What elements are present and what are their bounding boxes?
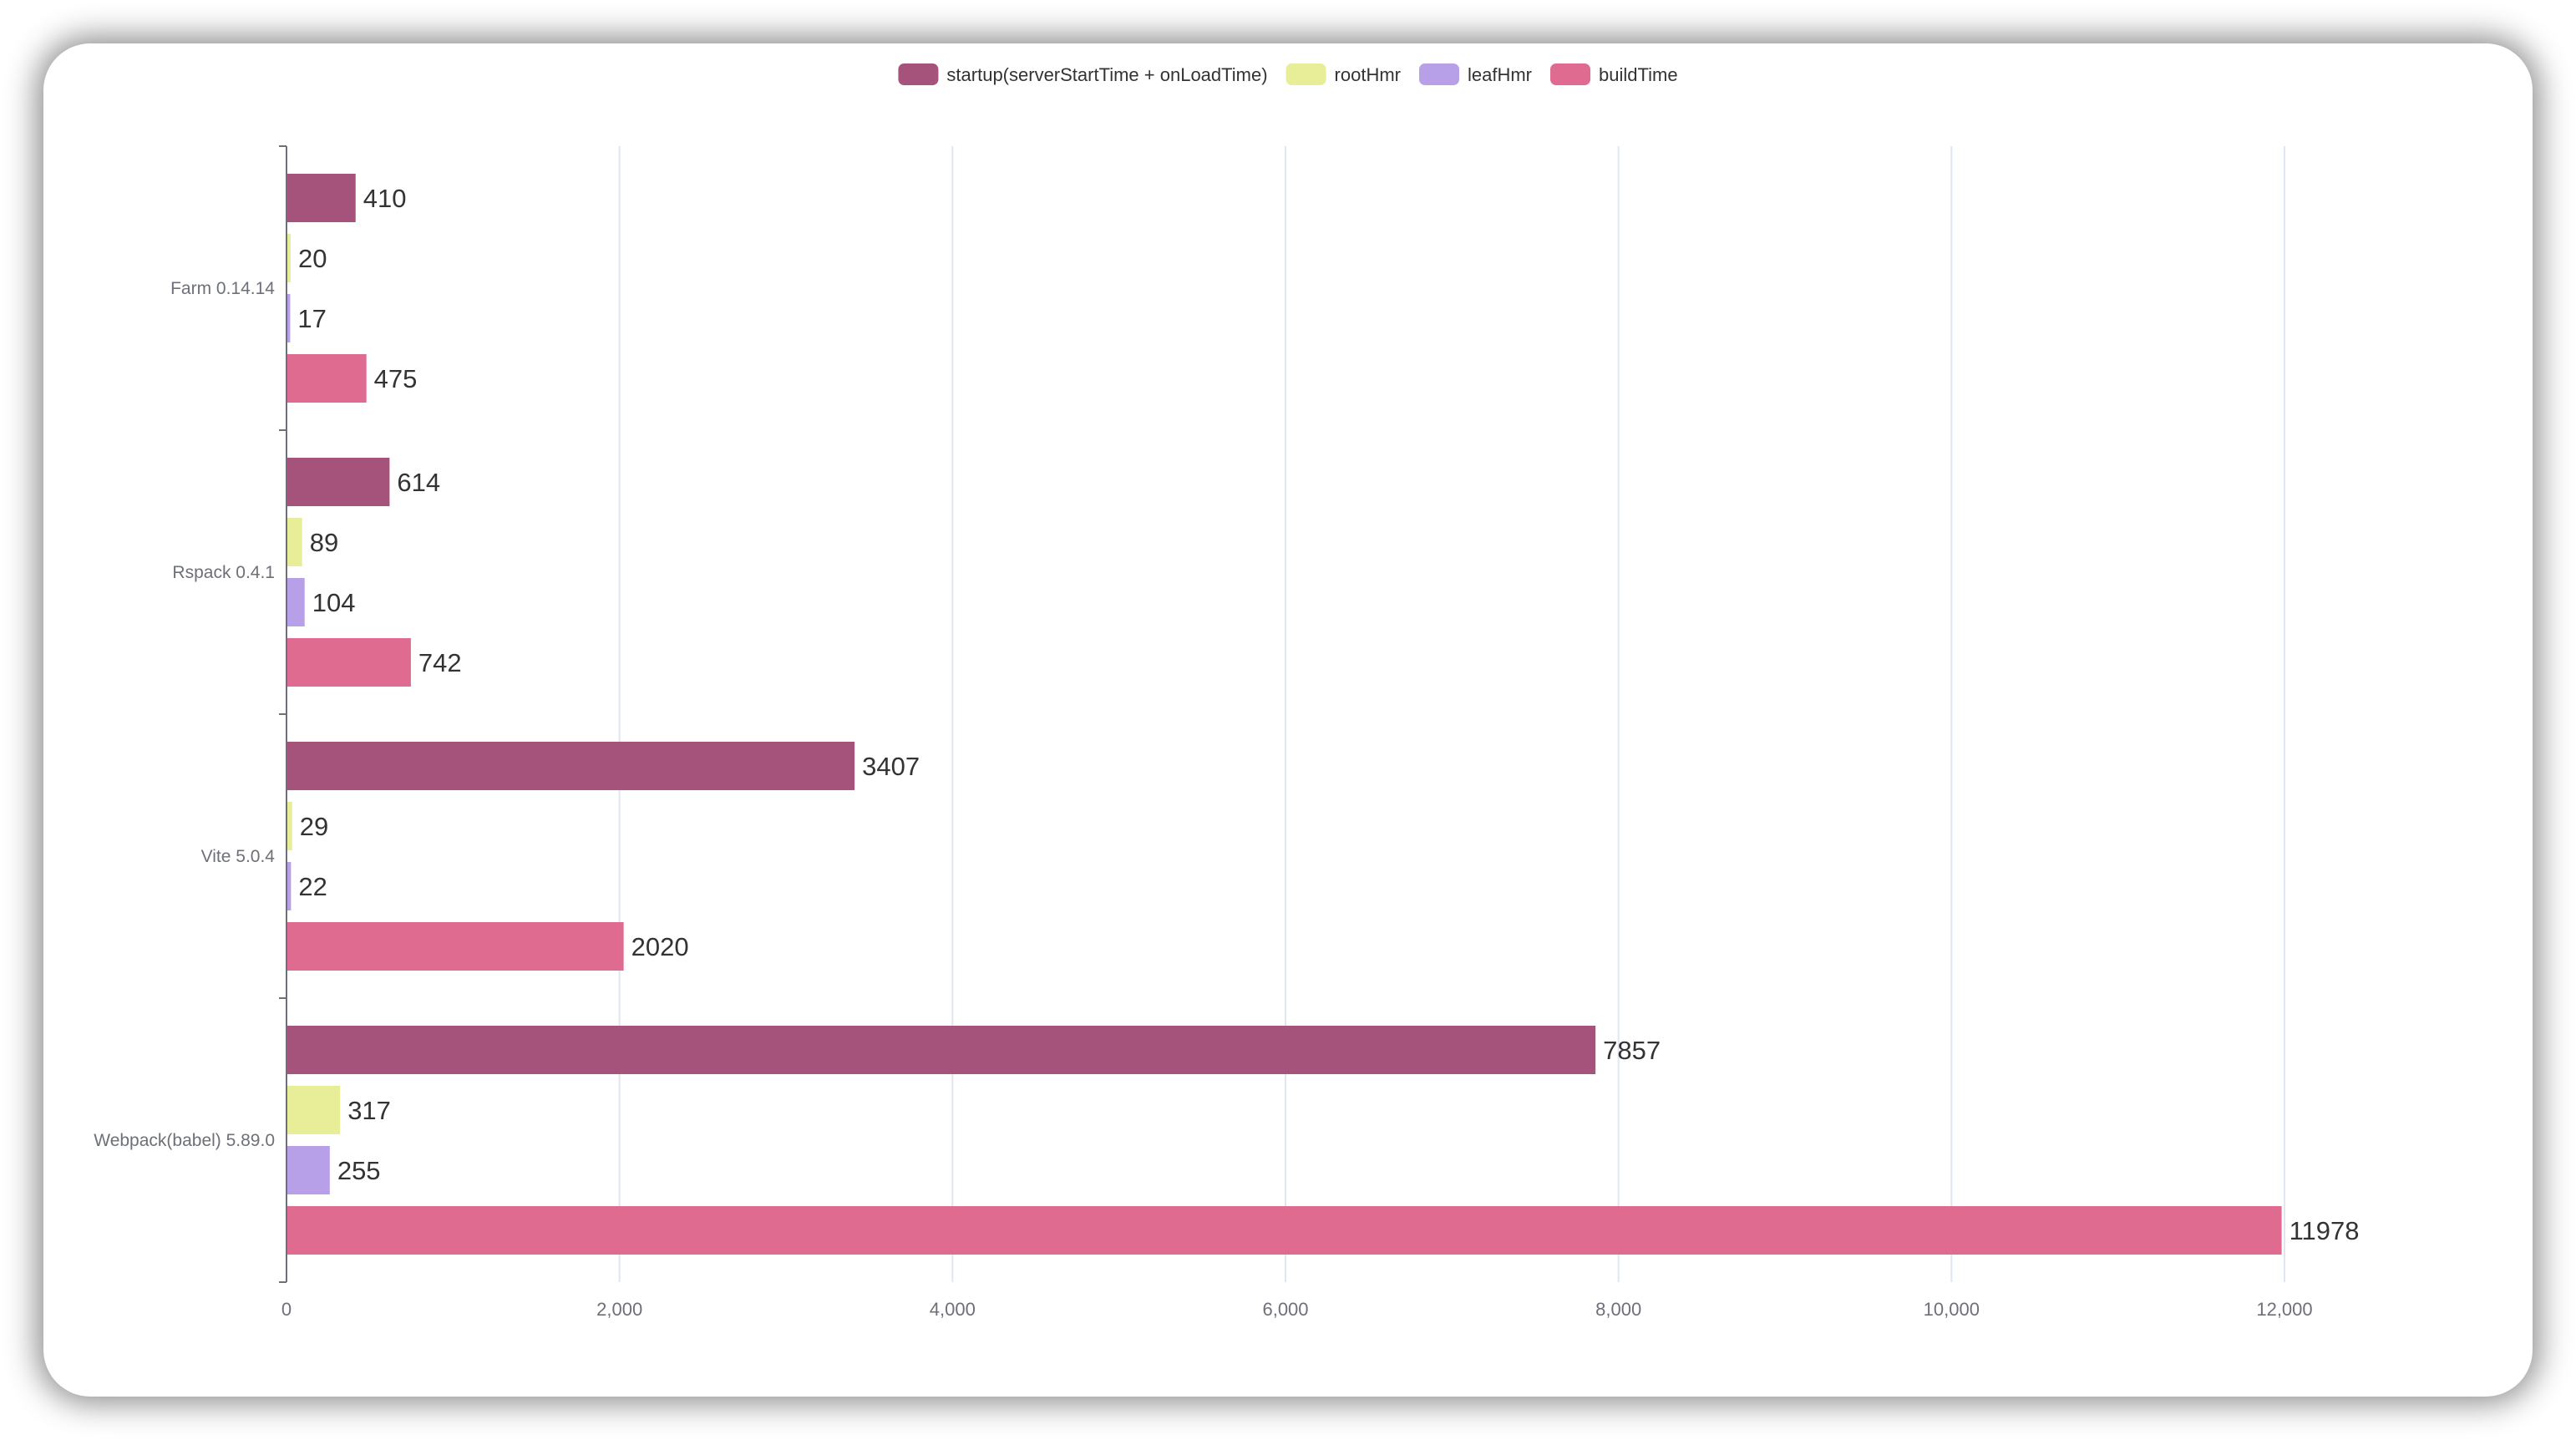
legend-swatch	[1419, 63, 1459, 85]
bars	[287, 174, 2282, 1255]
bar-leafhmr-farm-0-14-14[interactable]	[287, 294, 291, 342]
legend-swatch	[1285, 63, 1326, 85]
x-tick-label: 6,000	[1262, 1299, 1308, 1320]
legend-swatch	[898, 63, 939, 85]
bar-leafhmr-webpack-babel-5-89-0[interactable]	[287, 1146, 330, 1194]
data-label: 17	[297, 304, 326, 333]
legend-label: startup(serverStartTime + onLoadTime)	[946, 64, 1267, 85]
bar-startup-webpack-babel-5-89-0[interactable]	[287, 1026, 1596, 1074]
data-labels: 410 20 17 475 614 89 104 742 3407 29 22 2020 7857 317…	[297, 184, 2359, 1245]
data-label: 7857	[1603, 1036, 1661, 1065]
bar-leafhmr-vite-5-0-4[interactable]	[287, 862, 292, 910]
legend-swatch	[1550, 63, 1591, 85]
bar-buildtime-farm-0-14-14[interactable]	[287, 354, 367, 403]
data-label: 3407	[862, 752, 920, 781]
legend-item-leafhmr[interactable]: leafHmr	[1419, 63, 1532, 85]
chart-card: 0 2,000 4,000 6,000 8,000 10,000 12,000 Farm 0.…	[43, 43, 2533, 1397]
bar-buildtime-vite-5-0-4[interactable]	[287, 922, 624, 971]
bar-startup-rspack-0-4-1[interactable]	[287, 458, 390, 506]
x-tick-label: 8,000	[1595, 1299, 1641, 1320]
data-label: 29	[300, 812, 328, 841]
bar-roothmr-farm-0-14-14[interactable]	[287, 234, 291, 282]
data-label: 410	[363, 184, 407, 213]
data-label: 11978	[2289, 1216, 2360, 1245]
bar-roothmr-rspack-0-4-1[interactable]	[287, 518, 302, 566]
legend[interactable]: startup(serverStartTime + onLoadTime) roo…	[898, 63, 1678, 85]
data-label: 255	[337, 1156, 381, 1185]
bar-buildtime-rspack-0-4-1[interactable]	[287, 638, 411, 687]
legend-label: leafHmr	[1468, 64, 1532, 85]
legend-label: rootHmr	[1335, 64, 1401, 85]
legend-item-startup[interactable]: startup(serverStartTime + onLoadTime)	[898, 63, 1268, 85]
data-label: 475	[374, 364, 418, 393]
data-label: 317	[347, 1096, 391, 1125]
category-label-rspack-0-4-1: Rspack 0.4.1	[172, 563, 275, 582]
x-tick-label: 2,000	[596, 1299, 642, 1320]
data-label: 614	[397, 468, 440, 497]
bar-roothmr-vite-5-0-4[interactable]	[287, 802, 292, 850]
axes: 0 2,000 4,000 6,000 8,000 10,000 12,000 Farm 0.…	[94, 145, 2313, 1320]
x-tick-label: 12,000	[2256, 1299, 2312, 1320]
legend-item-roothmr[interactable]: rootHmr	[1285, 63, 1401, 85]
data-label: 22	[298, 872, 327, 901]
bar-leafhmr-rspack-0-4-1[interactable]	[287, 578, 305, 626]
bar-roothmr-webpack-babel-5-89-0[interactable]	[287, 1086, 341, 1134]
data-label: 742	[418, 648, 462, 677]
legend-item-buildtime[interactable]: buildTime	[1550, 63, 1678, 85]
legend-label: buildTime	[1599, 64, 1678, 85]
bar-startup-farm-0-14-14[interactable]	[287, 174, 356, 222]
data-label: 89	[310, 528, 338, 557]
data-label: 2020	[631, 932, 689, 961]
bar-buildtime-webpack-babel-5-89-0[interactable]	[287, 1206, 2282, 1255]
category-label-webpack-babel-5-89-0: Webpack(babel) 5.89.0	[94, 1131, 275, 1150]
category-label-vite-5-0-4: Vite 5.0.4	[201, 847, 276, 866]
bar-startup-vite-5-0-4[interactable]	[287, 742, 855, 790]
x-tick-label: 0	[281, 1299, 292, 1320]
data-label: 104	[312, 588, 356, 617]
x-tick-label: 10,000	[1924, 1299, 1980, 1320]
data-label: 20	[298, 244, 327, 273]
grid-lines	[618, 146, 2285, 1282]
category-label-farm-0-14-14: Farm 0.14.14	[170, 279, 275, 298]
bar-chart: 0 2,000 4,000 6,000 8,000 10,000 12,000 Farm 0.…	[94, 63, 2360, 1320]
x-tick-label: 4,000	[930, 1299, 976, 1320]
